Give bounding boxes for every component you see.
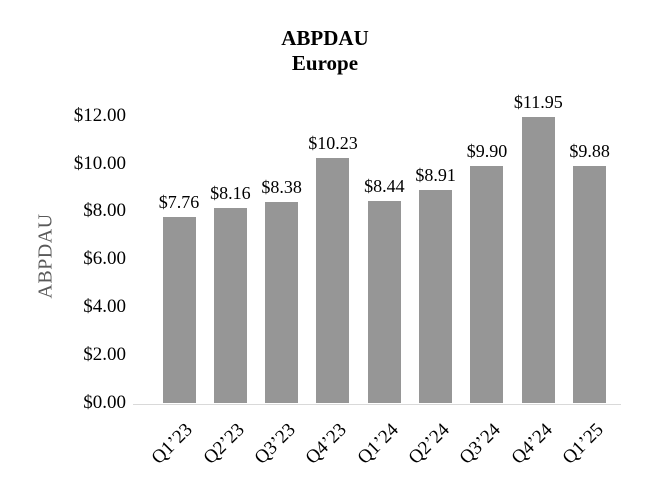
chart-title-line1: ABPDAU bbox=[281, 26, 369, 50]
bar-value-label: $8.38 bbox=[261, 177, 302, 198]
chart-title: ABPDAU Europe bbox=[0, 26, 650, 76]
bar bbox=[213, 207, 247, 403]
bar-value-label: $8.16 bbox=[210, 182, 251, 203]
bar-value-label: $8.44 bbox=[364, 175, 405, 196]
bar bbox=[265, 202, 299, 403]
bar bbox=[316, 157, 350, 403]
y-axis-tick-label: $6.00 bbox=[83, 248, 126, 270]
bar bbox=[573, 166, 607, 403]
y-axis-tick-label: $4.00 bbox=[83, 296, 126, 318]
x-axis-line bbox=[133, 404, 621, 405]
bar-value-label: $9.90 bbox=[466, 140, 508, 161]
y-axis-tick-label: $8.00 bbox=[83, 200, 126, 222]
y-axis-tick-label: $12.00 bbox=[73, 104, 126, 126]
bar-value-label: $9.88 bbox=[569, 141, 610, 162]
bar bbox=[470, 165, 504, 403]
bar-value-label: $7.76 bbox=[158, 192, 200, 213]
chart-title-line2: Europe bbox=[291, 51, 359, 75]
bar bbox=[367, 200, 401, 403]
bar-value-label: $11.95 bbox=[513, 91, 563, 112]
bar-value-label: $10.23 bbox=[308, 132, 358, 153]
bar bbox=[419, 189, 453, 403]
bar bbox=[162, 217, 196, 403]
bar-value-label: $8.91 bbox=[415, 164, 456, 185]
y-axis-tick-label: $10.00 bbox=[73, 152, 126, 174]
y-axis-tick-label: $2.00 bbox=[83, 344, 126, 366]
bar bbox=[521, 116, 555, 403]
y-axis-tick-label: $0.00 bbox=[83, 392, 126, 413]
